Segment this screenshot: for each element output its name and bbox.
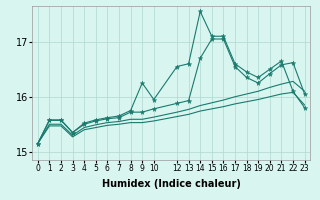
X-axis label: Humidex (Indice chaleur): Humidex (Indice chaleur) — [102, 179, 241, 189]
